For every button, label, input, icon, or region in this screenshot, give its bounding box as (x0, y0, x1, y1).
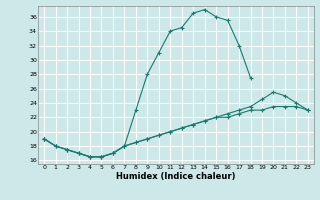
X-axis label: Humidex (Indice chaleur): Humidex (Indice chaleur) (116, 172, 236, 181)
